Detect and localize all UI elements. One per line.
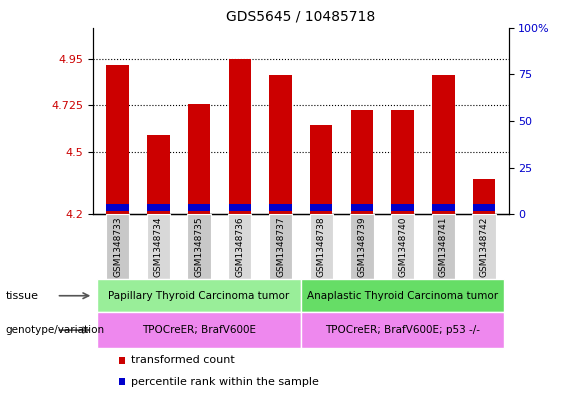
FancyBboxPatch shape — [301, 279, 505, 312]
Bar — [392, 204, 414, 211]
FancyBboxPatch shape — [97, 312, 301, 348]
Bar — [229, 204, 251, 211]
Text: tissue: tissue — [6, 291, 38, 301]
Text: GSM1348737: GSM1348737 — [276, 216, 285, 277]
Bar — [310, 125, 332, 214]
Bar — [473, 179, 496, 214]
Text: GSM1348734: GSM1348734 — [154, 217, 163, 277]
Text: genotype/variation: genotype/variation — [6, 325, 105, 335]
Text: GSM1348739: GSM1348739 — [358, 216, 367, 277]
Bar — [106, 65, 129, 214]
FancyBboxPatch shape — [106, 214, 129, 279]
Bar — [351, 110, 373, 214]
Text: GSM1348742: GSM1348742 — [480, 217, 489, 277]
Text: GSM1348741: GSM1348741 — [439, 217, 448, 277]
Text: GSM1348735: GSM1348735 — [194, 216, 203, 277]
Text: TPOCreER; BrafV600E; p53 -/-: TPOCreER; BrafV600E; p53 -/- — [325, 325, 480, 335]
FancyBboxPatch shape — [188, 214, 211, 279]
FancyBboxPatch shape — [350, 214, 373, 279]
FancyBboxPatch shape — [228, 214, 251, 279]
Bar — [310, 204, 332, 211]
Text: percentile rank within the sample: percentile rank within the sample — [131, 377, 319, 387]
FancyBboxPatch shape — [97, 279, 301, 312]
FancyBboxPatch shape — [432, 214, 455, 279]
Bar — [188, 104, 210, 214]
Text: Papillary Thyroid Carcinoma tumor: Papillary Thyroid Carcinoma tumor — [108, 291, 290, 301]
Bar — [473, 204, 496, 211]
Bar — [432, 204, 455, 211]
Text: GSM1348736: GSM1348736 — [235, 216, 244, 277]
Bar — [147, 204, 170, 211]
FancyBboxPatch shape — [472, 214, 496, 279]
Text: GSM1348738: GSM1348738 — [317, 216, 325, 277]
Text: transformed count: transformed count — [131, 355, 235, 365]
Title: GDS5645 / 10485718: GDS5645 / 10485718 — [226, 9, 376, 24]
FancyBboxPatch shape — [391, 214, 414, 279]
Text: GSM1348740: GSM1348740 — [398, 217, 407, 277]
FancyBboxPatch shape — [301, 312, 505, 348]
Bar — [270, 204, 292, 211]
FancyBboxPatch shape — [269, 214, 292, 279]
Bar — [229, 59, 251, 214]
Text: Anaplastic Thyroid Carcinoma tumor: Anaplastic Thyroid Carcinoma tumor — [307, 291, 498, 301]
Bar — [432, 75, 455, 214]
Bar — [147, 135, 170, 214]
Bar — [392, 110, 414, 214]
Bar — [106, 204, 129, 211]
Text: TPOCreER; BrafV600E: TPOCreER; BrafV600E — [142, 325, 256, 335]
Bar — [270, 75, 292, 214]
Bar — [351, 204, 373, 211]
Bar — [188, 204, 210, 211]
FancyBboxPatch shape — [147, 214, 170, 279]
Text: GSM1348733: GSM1348733 — [113, 216, 122, 277]
FancyBboxPatch shape — [310, 214, 333, 279]
